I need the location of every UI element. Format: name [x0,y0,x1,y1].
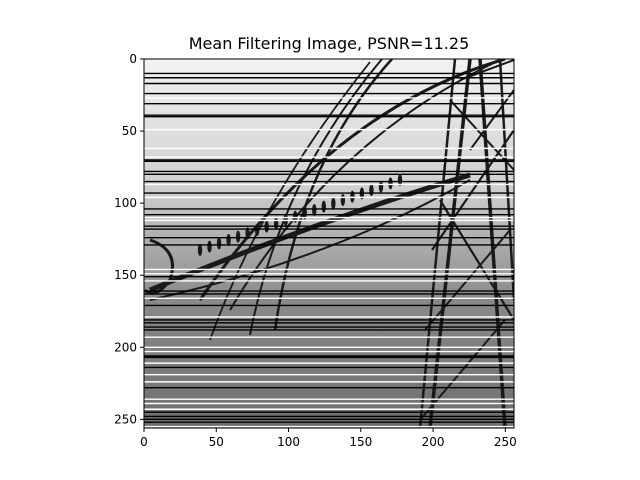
x-tick-label: 100 [277,435,300,449]
x-tick-label: 150 [349,435,372,449]
insulator-disk [331,197,336,210]
y-tick-label: 50 [122,124,137,138]
tower-stroke [144,238,174,295]
insulator-disk [254,224,260,236]
insulator-disk [388,177,393,190]
insulator-disk [197,244,203,256]
figure-title: Mean Filtering Image, PSNR=11.25 [189,34,470,53]
insulator-disk [302,207,307,220]
tower-stroke [498,59,514,301]
insulator-disk [216,237,222,250]
tower-stroke [273,59,393,331]
y-tick-label: 150 [114,268,137,282]
y-axis-ticks: 0 50 100 150 200 250 [114,52,144,426]
insulator-disk [312,204,317,216]
insulator-disk [273,217,279,230]
tower-stroke [198,59,506,301]
x-tick-label: 50 [209,435,224,449]
x-tick-label: 0 [140,435,148,449]
insulator-disk [245,227,250,240]
x-tick-label: 250 [494,435,517,449]
image-background [144,59,514,428]
tower-stroke [424,229,511,331]
y-tick-label: 100 [114,196,137,210]
tower-stroke [249,59,383,336]
insulator-disk [369,184,374,196]
image-frame [143,58,515,429]
tower-stroke [478,59,507,428]
insulator-disk [235,230,241,243]
insulator-disk [397,174,403,186]
insulator-disk [226,234,231,246]
tower-stroke [431,129,514,251]
insulator-disk [378,180,384,193]
insulator-disk [207,240,212,253]
tower-stroke [459,59,514,81]
line-artifacts [144,72,514,428]
tower-stroke [428,59,472,428]
y-tick-label: 250 [114,412,137,426]
tower-stroke [149,179,471,301]
x-tick-label: 200 [422,435,445,449]
tower-stroke [469,89,514,151]
y-tick-label: 0 [129,52,137,66]
insulator-disk [340,194,346,206]
insulator-disk [293,210,298,223]
filtered-image [144,59,514,428]
insulator-disk [321,200,327,213]
x-axis-ticks: 0 50 100 150 200 250 [140,428,517,449]
y-tick-label: 200 [114,340,137,354]
